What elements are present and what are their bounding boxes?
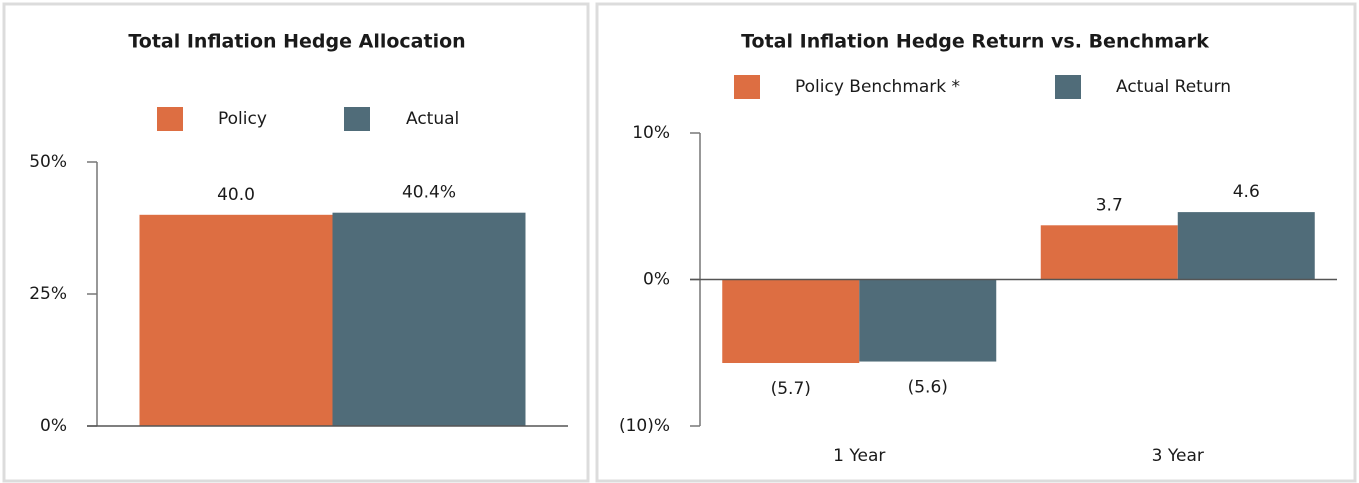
bar [722,279,860,364]
legend-label: Actual [406,109,459,129]
legend-swatch [157,107,183,131]
panel [595,2,1357,483]
chart-title: Total Inflation Hedge Allocation [128,31,465,53]
data-label: 40.0 [217,185,255,205]
bar [1177,212,1315,280]
legend-label: Policy Benchmark * [795,77,960,97]
x-tick-label: 1 Year [833,446,885,466]
y-tick-label: (10)% [619,416,670,436]
data-label: 4.6 [1233,182,1260,202]
chart-title: Total Inflation Hedge Return vs. Benchma… [741,31,1209,53]
y-tick-label: 50% [29,152,67,172]
x-tick-label: 3 Year [1152,446,1204,466]
data-label: 3.7 [1096,195,1123,215]
bar [859,279,997,362]
data-label: (5.6) [908,378,948,398]
panel [2,2,590,483]
data-label: 40.4% [402,183,456,203]
data-label: (5.7) [771,379,811,399]
bar [1040,225,1178,280]
y-tick-label: 10% [632,123,670,143]
legend-swatch [1055,75,1081,99]
y-tick-label: 25% [29,284,67,304]
y-tick-label: 0% [40,416,67,436]
bar [332,212,526,426]
bar [139,214,333,426]
legend-label: Policy [218,109,267,129]
legend-swatch [344,107,370,131]
legend-swatch [734,75,760,99]
legend-label: Actual Return [1116,77,1231,97]
y-tick-label: 0% [643,270,670,290]
